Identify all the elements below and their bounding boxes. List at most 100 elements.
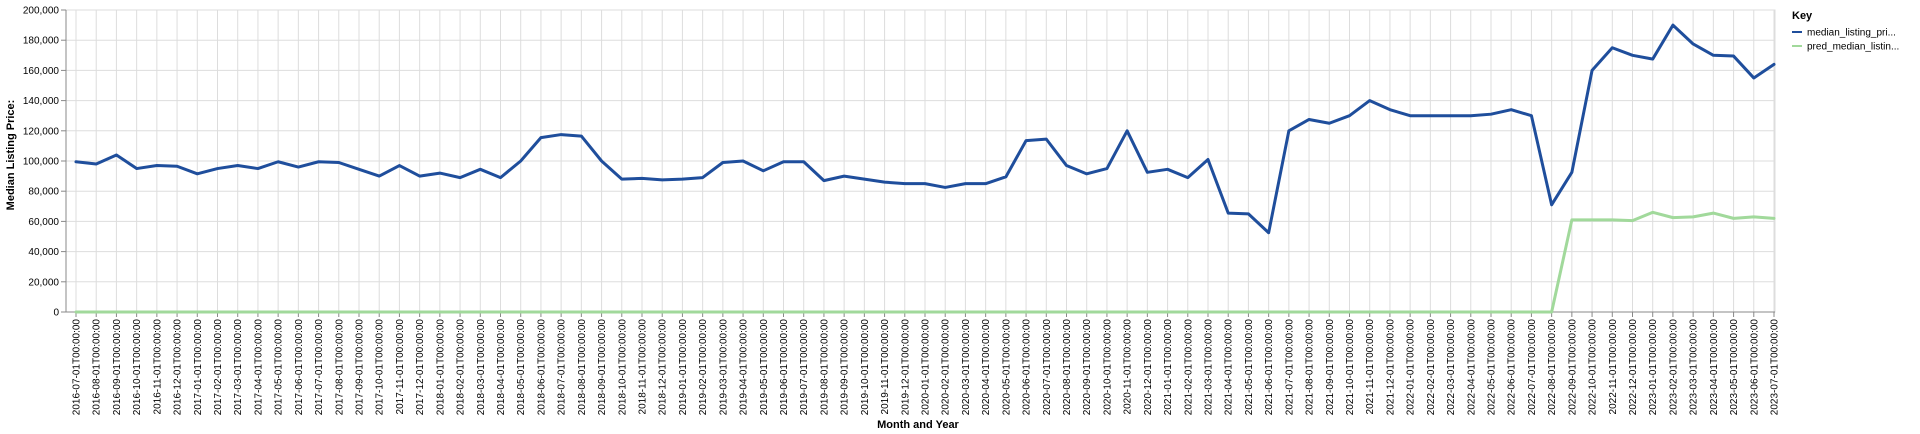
data-point bbox=[418, 174, 421, 178]
data-point bbox=[539, 136, 543, 139]
data-point bbox=[1772, 217, 1776, 220]
x-tick-label: 2016-12-01T00:00:00 bbox=[173, 319, 184, 416]
data-point bbox=[802, 160, 805, 163]
data-point bbox=[1449, 310, 1452, 314]
x-tick-label: 2018-01-01T00:00:00 bbox=[435, 319, 446, 416]
x-axis-title: Month and Year bbox=[877, 419, 959, 431]
data-point bbox=[1004, 175, 1008, 179]
data-point bbox=[1287, 310, 1291, 314]
data-point bbox=[721, 310, 725, 314]
data-point bbox=[1024, 310, 1028, 314]
legend: Key median_listing_pri... pred_median_lis… bbox=[1792, 10, 1899, 53]
data-point bbox=[276, 310, 280, 314]
data-point bbox=[842, 310, 846, 314]
x-tick-label: 2018-10-01T00:00:00 bbox=[617, 319, 628, 416]
axes: 0 20,000 40,000 60,000 80,000 100,000 120,000 1… bbox=[23, 6, 1781, 416]
data-point bbox=[1125, 310, 1129, 314]
x-tick-label: 2020-09-01T00:00:00 bbox=[1082, 319, 1093, 416]
data-point bbox=[1429, 114, 1432, 117]
data-point bbox=[115, 153, 118, 157]
data-point bbox=[317, 160, 320, 163]
data-point bbox=[1489, 310, 1493, 314]
x-tick-label: 2017-10-01T00:00:00 bbox=[375, 319, 386, 416]
data-point bbox=[1590, 218, 1594, 222]
x-tick-label: 2023-03-01T00:00:00 bbox=[1689, 319, 1700, 416]
data-point bbox=[337, 161, 340, 164]
x-tick-label: 2018-08-01T00:00:00 bbox=[577, 319, 588, 416]
data-point bbox=[418, 310, 421, 314]
x-tick-label: 2020-02-01T00:00:00 bbox=[941, 319, 952, 416]
data-point bbox=[741, 159, 745, 163]
x-tick-label: 2022-05-01T00:00:00 bbox=[1487, 319, 1498, 416]
y-tick-label: 60,000 bbox=[28, 217, 59, 228]
x-tick-label: 2021-07-01T00:00:00 bbox=[1284, 319, 1295, 416]
data-point bbox=[175, 310, 179, 314]
data-point bbox=[438, 310, 442, 314]
data-point bbox=[1530, 114, 1533, 117]
x-tick-label: 2022-04-01T00:00:00 bbox=[1466, 319, 1477, 416]
data-point bbox=[701, 310, 704, 314]
data-point bbox=[1550, 203, 1553, 206]
x-tick-label: 2017-08-01T00:00:00 bbox=[334, 319, 345, 416]
x-tick-label: 2020-05-01T00:00:00 bbox=[1001, 319, 1012, 416]
legend-label: median_listing_pri... bbox=[1807, 28, 1896, 39]
data-point bbox=[135, 167, 138, 170]
data-point bbox=[1348, 114, 1351, 117]
data-point bbox=[1267, 231, 1270, 234]
data-point bbox=[1186, 310, 1189, 314]
data-point bbox=[1307, 118, 1311, 121]
data-point bbox=[1287, 129, 1291, 132]
data-point bbox=[863, 177, 866, 181]
x-tick-label: 2019-10-01T00:00:00 bbox=[860, 319, 871, 416]
x-tick-label: 2016-10-01T00:00:00 bbox=[132, 319, 143, 416]
data-point bbox=[984, 310, 987, 314]
data-point bbox=[1206, 158, 1210, 161]
x-tick-label: 2016-07-01T00:00:00 bbox=[72, 319, 83, 416]
data-point bbox=[216, 167, 219, 170]
x-tick-label: 2022-02-01T00:00:00 bbox=[1426, 319, 1437, 416]
data-point bbox=[1247, 212, 1250, 216]
data-point bbox=[1550, 310, 1553, 314]
data-point bbox=[1429, 310, 1432, 314]
x-tick-label: 2017-11-01T00:00:00 bbox=[395, 319, 406, 415]
data-point bbox=[620, 177, 623, 181]
data-point bbox=[1651, 211, 1654, 214]
data-point bbox=[721, 161, 725, 164]
x-tick-label: 2023-04-01T00:00:00 bbox=[1709, 319, 1720, 416]
data-point bbox=[1004, 310, 1008, 314]
data-point bbox=[1105, 167, 1109, 170]
y-tick-label: 100,000 bbox=[23, 157, 60, 168]
data-point bbox=[1651, 57, 1654, 61]
data-point bbox=[600, 159, 603, 163]
x-tick-label: 2019-03-01T00:00:00 bbox=[718, 319, 729, 416]
data-point bbox=[1328, 310, 1331, 314]
x-tick-label: 2021-09-01T00:00:00 bbox=[1325, 319, 1336, 416]
data-point bbox=[984, 182, 987, 185]
data-point bbox=[1510, 108, 1513, 111]
data-point bbox=[216, 310, 219, 314]
y-tick-label: 140,000 bbox=[23, 96, 60, 107]
data-point bbox=[1611, 218, 1614, 222]
data-point bbox=[842, 174, 846, 178]
data-point bbox=[378, 310, 381, 314]
x-tick-label: 2017-07-01T00:00:00 bbox=[314, 319, 325, 416]
data-point bbox=[782, 160, 785, 163]
x-tick-label: 2016-08-01T00:00:00 bbox=[92, 319, 103, 416]
data-point bbox=[580, 134, 583, 138]
data-point bbox=[1247, 310, 1250, 314]
data-point bbox=[337, 310, 340, 314]
x-tick-label: 2018-09-01T00:00:00 bbox=[597, 319, 608, 416]
data-point bbox=[1368, 99, 1371, 102]
x-tick-label: 2022-07-01T00:00:00 bbox=[1527, 319, 1538, 416]
x-tick-label: 2023-05-01T00:00:00 bbox=[1729, 319, 1740, 416]
data-point bbox=[378, 174, 381, 178]
data-point bbox=[135, 310, 138, 314]
data-point bbox=[1752, 215, 1755, 219]
x-tick-label: 2019-12-01T00:00:00 bbox=[900, 319, 911, 416]
x-tick-label: 2017-04-01T00:00:00 bbox=[253, 319, 264, 416]
data-point bbox=[1469, 310, 1472, 314]
data-point bbox=[1045, 137, 1048, 141]
data-point bbox=[236, 310, 239, 314]
y-axis-title: Median Listing Price: bbox=[5, 100, 17, 211]
data-point bbox=[1166, 310, 1169, 314]
